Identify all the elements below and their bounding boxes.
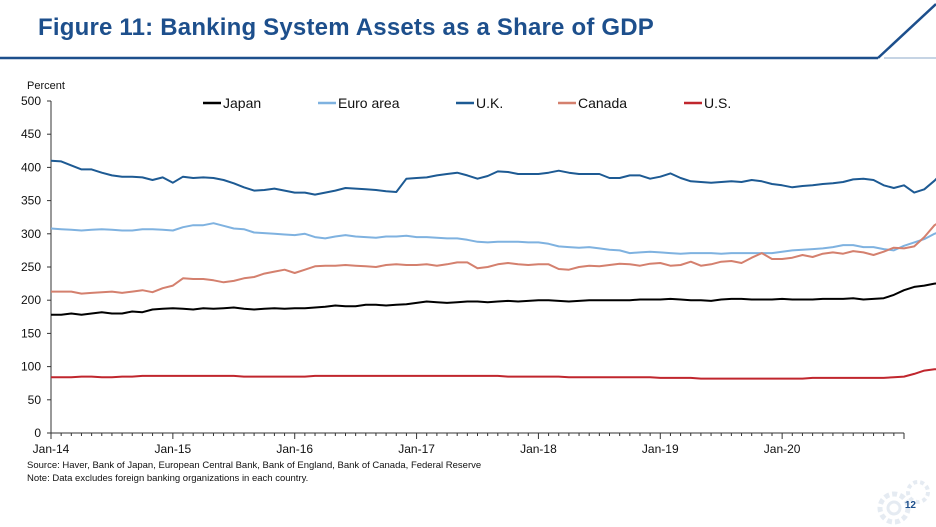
x-tick-label: Jan-16 <box>276 442 313 456</box>
series-lines <box>50 159 936 380</box>
y-tick-label: 100 <box>21 360 41 374</box>
series-line-u-s <box>51 368 936 380</box>
series-line-canada <box>51 223 936 295</box>
x-tick-label: Jan-15 <box>155 442 192 456</box>
y-tick-label: 200 <box>21 293 41 307</box>
y-tick-label: 300 <box>21 227 41 241</box>
data-note: Note: Data excludes foreign banking orga… <box>27 473 309 484</box>
legend-label: Canada <box>578 95 627 111</box>
x-tick-label: Jan-17 <box>398 442 435 456</box>
axes: 0 50 100 150 200 250 300 350 400 450 500 Jan-14 Jan-… <box>21 94 905 456</box>
x-tick-label: Jan-18 <box>520 442 557 456</box>
y-axis-label: Percent <box>27 80 65 92</box>
y-tick-label: 50 <box>28 393 42 407</box>
x-tick-label: Jan-20 <box>764 442 801 456</box>
y-tick-label: 150 <box>21 326 41 340</box>
legend-label: Japan <box>223 95 261 111</box>
source-note: Source: Haver, Bank of Japan, European C… <box>27 460 482 471</box>
legend-label: U.S. <box>704 95 731 111</box>
y-tick-label: 0 <box>34 426 41 440</box>
gear-logo-icon <box>877 480 930 525</box>
y-tick-label: 250 <box>21 260 41 274</box>
slide-title: Figure 11: Banking System Assets as a Sh… <box>38 14 654 41</box>
legend-label: Euro area <box>338 95 400 111</box>
x-tick-label: Jan-14 <box>33 442 70 456</box>
series-line-u-k <box>50 159 936 196</box>
y-tick-label: 500 <box>21 94 41 108</box>
series-line-japan <box>51 282 936 316</box>
header-decoration <box>0 3 936 60</box>
series-line-euro-area <box>50 222 936 255</box>
x-tick-label: Jan-19 <box>642 442 679 456</box>
y-tick-label: 350 <box>21 194 41 208</box>
page-number: 12 <box>904 500 916 511</box>
legend-label: U.K. <box>476 95 503 111</box>
y-tick-label: 400 <box>21 160 41 174</box>
legend: Japan Euro area U.K. Canada U.S. <box>203 95 731 111</box>
y-tick-label: 450 <box>21 127 41 141</box>
